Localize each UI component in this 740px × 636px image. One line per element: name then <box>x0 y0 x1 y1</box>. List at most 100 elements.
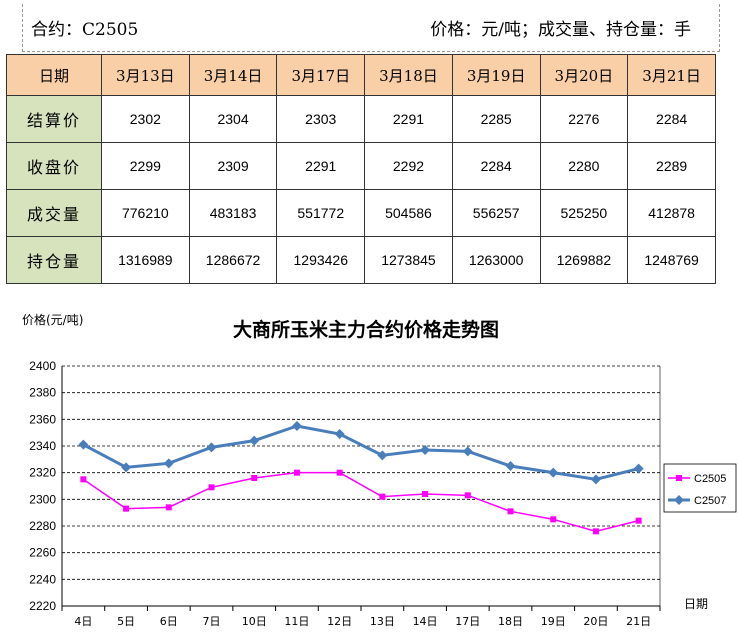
data-point <box>507 508 514 515</box>
x-tick-label: 5日 <box>117 615 135 628</box>
x-tick-label: 17日 <box>455 615 480 628</box>
table-cell: 525250 <box>539 189 629 238</box>
y-tick-label: 2260 <box>29 546 56 560</box>
table-row: 持仓量 1316989 1286672 1293426 1273845 1263… <box>6 236 716 284</box>
data-point <box>462 446 473 457</box>
table-cell: 1286672 <box>188 236 278 284</box>
table-cell: 556257 <box>451 189 541 238</box>
data-point <box>676 475 682 481</box>
table-cell: 2309 <box>188 142 278 191</box>
units-label: 价格：元/吨；成交量、持仓量：手 <box>430 20 691 40</box>
table-cell: 1316989 <box>101 236 190 284</box>
table-cell: 2284 <box>451 142 541 191</box>
table-cell: 2292 <box>364 142 453 191</box>
table-cell: 2276 <box>539 95 629 144</box>
table-cell: 2289 <box>627 142 716 191</box>
settlement-table: 日期 3月13日 3月14日 3月17日 3月18日 3月19日 3月20日 3… <box>6 53 716 284</box>
data-point <box>123 505 130 512</box>
table-cell: 412878 <box>627 189 716 238</box>
x-tick-label: 10日 <box>242 615 267 628</box>
data-point <box>249 435 260 446</box>
y-tick-label: 2220 <box>29 599 56 613</box>
row-label-close: 收盘价 <box>6 142 102 191</box>
table-cell: 2291 <box>276 142 366 191</box>
row-label-open-interest: 持仓量 <box>6 236 102 284</box>
table-cell: 2303 <box>276 95 366 144</box>
x-tick-label: 11日 <box>284 615 309 628</box>
legend-label: C2505 <box>694 473 726 485</box>
table-cell: 504586 <box>364 189 453 238</box>
table-cell: 483183 <box>188 189 278 238</box>
data-point <box>674 495 684 505</box>
x-tick-label: 18日 <box>498 615 523 628</box>
table-cell: 776210 <box>101 189 190 238</box>
data-point <box>379 493 386 500</box>
x-tick-label: 4日 <box>74 615 92 628</box>
price-chart: 大商所玉米主力合约价格走势图 价格(元/吨) 日期 2220 2240 2260 22… <box>0 300 740 636</box>
x-tick-label: 20日 <box>583 615 608 628</box>
x-tick-label: 12日 <box>327 615 352 628</box>
y-tick-label: 2380 <box>29 386 56 400</box>
x-tick-label: 6日 <box>160 615 178 628</box>
data-point <box>78 439 89 450</box>
data-point <box>208 484 215 491</box>
data-point <box>251 475 258 481</box>
x-tick-label: 14日 <box>413 615 438 628</box>
data-point <box>121 462 132 473</box>
table-cell: 2299 <box>101 142 190 191</box>
date-header-cell: 3月14日 <box>188 53 278 97</box>
table-cell: 1248769 <box>627 236 716 284</box>
data-point <box>505 461 516 471</box>
y-tick-label: 2360 <box>29 412 56 426</box>
data-point <box>165 504 172 511</box>
data-point <box>550 516 557 523</box>
table-cell: 2291 <box>364 95 453 144</box>
data-point <box>592 528 599 535</box>
data-point <box>464 492 471 499</box>
data-point <box>163 458 174 469</box>
data-point <box>80 476 87 483</box>
chart-title: 大商所玉米主力合约价格走势图 <box>233 318 499 341</box>
table-cell: 2280 <box>539 142 629 191</box>
data-point <box>293 469 300 476</box>
date-header-cell: 3月20日 <box>539 53 629 97</box>
table-cell: 2304 <box>188 95 278 144</box>
data-point <box>206 442 217 453</box>
table-cell: 1269882 <box>539 236 629 284</box>
table-row: 结算价 2302 2304 2303 2291 2285 2276 2284 <box>6 95 716 144</box>
date-header-cell: 3月21日 <box>627 53 716 97</box>
table-cell: 2285 <box>451 95 541 144</box>
x-axis-label: 日期 <box>684 597 708 611</box>
date-header-cell: 3月18日 <box>364 53 453 97</box>
y-tick-label: 2400 <box>29 359 56 373</box>
x-tick-label: 13日 <box>370 615 395 628</box>
date-header-cell: 3月19日 <box>451 53 541 97</box>
data-point <box>635 517 642 524</box>
date-header-cell: 3月13日 <box>101 53 190 97</box>
y-tick-label: 2300 <box>29 492 56 506</box>
data-point <box>633 463 644 474</box>
data-point <box>336 469 343 476</box>
y-tick-label: 2320 <box>29 466 56 480</box>
data-point <box>548 467 559 478</box>
corner-header-cell: 日期 <box>6 53 102 97</box>
chart-svg: 大商所玉米主力合约价格走势图 价格(元/吨) 日期 2220 2240 2260 22… <box>22 312 737 628</box>
table-header-row: 日期 3月13日 3月14日 3月17日 3月18日 3月19日 3月20日 3… <box>6 53 716 97</box>
table-row: 收盘价 2299 2309 2291 2292 2284 2280 2289 <box>6 142 716 191</box>
y-axis-label: 价格(元/吨) <box>22 312 83 327</box>
series-line <box>82 424 640 481</box>
x-tick-label: 21日 <box>626 615 651 628</box>
table-cell: 1263000 <box>451 236 541 284</box>
data-point <box>291 421 302 431</box>
data-point <box>377 450 388 461</box>
row-label-volume: 成交量 <box>6 189 102 238</box>
data-point <box>334 429 345 439</box>
series-line <box>82 471 639 533</box>
x-tick-label: 19日 <box>541 615 566 628</box>
data-point <box>420 445 431 455</box>
table-row: 成交量 776210 483183 551772 504586 556257 5… <box>6 189 716 238</box>
data-point <box>422 491 429 497</box>
table-cell: 2284 <box>627 95 716 144</box>
legend-label: C2507 <box>694 495 726 507</box>
date-header-cell: 3月17日 <box>276 53 366 97</box>
